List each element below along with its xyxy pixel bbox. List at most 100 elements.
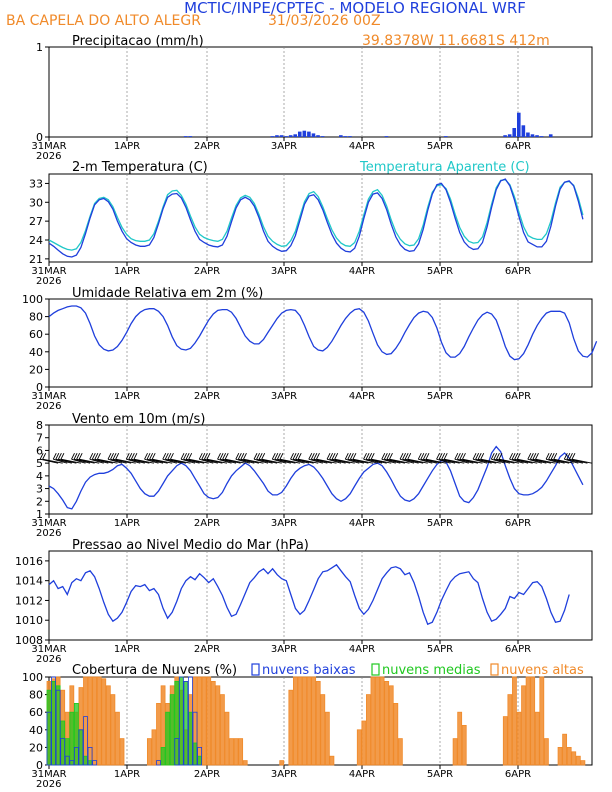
wind-barb <box>274 458 291 464</box>
cloud-bar <box>174 681 180 766</box>
x-tick-label: 2APR <box>194 769 220 780</box>
wind-barb <box>527 458 542 464</box>
x-tick-label: 2APR <box>194 644 220 655</box>
wind-barb <box>256 452 260 460</box>
cloud-bar <box>315 681 321 766</box>
wind-barb <box>509 452 513 460</box>
wind-barb <box>527 452 532 460</box>
cloud-bar <box>361 720 367 766</box>
wind-barb <box>308 452 313 460</box>
panel-title-clouds: Cobertura de Nuvens (%) <box>72 663 237 678</box>
wind-barb <box>237 452 242 460</box>
wind-barb <box>167 458 186 464</box>
cloud-bar <box>201 676 207 766</box>
cloud-bar <box>219 694 225 766</box>
x-year-label: 2026 <box>36 276 61 287</box>
cloud-bar <box>562 733 568 766</box>
series-line <box>48 179 584 251</box>
cloud-bar <box>46 689 52 766</box>
wind-barb <box>279 458 301 464</box>
wind-barb <box>152 458 173 464</box>
cloud-bar <box>302 676 307 766</box>
series-line <box>48 563 570 626</box>
cloud-bar <box>324 711 330 766</box>
wind-barb <box>76 458 95 464</box>
x-year-label: 2026 <box>36 779 61 790</box>
wind-barb <box>425 452 430 460</box>
wind-barb <box>383 452 388 460</box>
wind-barb <box>261 458 282 464</box>
x-tick-label: 6APR <box>505 266 531 277</box>
cloud-bar <box>192 711 198 766</box>
series-line <box>48 305 598 361</box>
wind-barb <box>420 452 425 460</box>
wind-barb <box>313 458 333 464</box>
wind-barb <box>151 452 156 460</box>
wind-barb <box>133 458 155 464</box>
wind-barb <box>126 458 141 464</box>
wind-barb <box>386 452 391 460</box>
wind-barb <box>243 452 247 460</box>
header-coords: 39.8378W 11.6681S 412m <box>362 33 550 49</box>
wind-barb <box>73 458 91 464</box>
wind-barb <box>217 458 232 464</box>
wind-barb <box>545 452 550 460</box>
y-tick-label: 80 <box>29 311 43 324</box>
precip-bar <box>443 136 448 137</box>
wind-barb <box>571 452 576 460</box>
wind-barb <box>219 452 224 460</box>
wind-barb <box>381 458 396 464</box>
cloud-bar <box>525 676 531 766</box>
wind-barb <box>107 452 112 460</box>
cloud-bar <box>534 711 540 766</box>
wind-barb <box>509 458 524 464</box>
panel-title-temperature: 2-m Temperatura (C) <box>72 160 208 175</box>
wind-barb <box>457 458 474 464</box>
x-year-label: 2026 <box>36 654 61 665</box>
wind-barb <box>511 452 516 460</box>
cloud-bar <box>197 747 202 766</box>
wind-barb <box>405 458 424 464</box>
wind-barb <box>566 458 583 464</box>
wind-barb <box>308 458 323 464</box>
wind-barb <box>219 458 237 464</box>
x-tick-label: 3APR <box>271 518 297 529</box>
wind-barb <box>243 458 264 464</box>
wind-barb <box>162 458 177 464</box>
x-tick-label: 31MAR <box>31 769 66 780</box>
wind-barb <box>436 452 440 460</box>
wind-barb <box>384 458 401 464</box>
cloud-bar <box>115 711 120 766</box>
precip-bar <box>275 135 279 137</box>
wind-barb <box>386 458 406 464</box>
wind-barb <box>290 452 294 460</box>
precip-bar <box>339 135 343 137</box>
wind-barb <box>551 458 570 464</box>
wind-barb <box>548 458 565 464</box>
wind-barb <box>298 458 319 464</box>
wind-barb <box>569 452 573 460</box>
wind-barb <box>198 452 203 460</box>
precip-bar <box>384 136 389 137</box>
wind-barb <box>350 458 369 464</box>
cloud-bar <box>146 738 152 766</box>
wind-barb <box>57 452 62 460</box>
precip-bar <box>293 134 298 137</box>
wind-barb <box>89 458 104 464</box>
cloud-bar <box>69 760 75 766</box>
y-tick-label: 30 <box>29 196 43 209</box>
cloud-bar <box>502 716 508 766</box>
wind-barb <box>92 458 109 464</box>
cloud-bar <box>83 755 88 766</box>
wind-barb <box>441 458 460 464</box>
wind-barb <box>240 458 259 464</box>
wind-barb <box>563 452 568 460</box>
cloud-bar <box>188 711 193 766</box>
wind-barb <box>235 458 250 464</box>
x-tick-label: 3APR <box>271 141 297 152</box>
wind-barb <box>130 452 135 460</box>
wind-barb <box>206 452 211 460</box>
y-tick-label: 60 <box>29 706 43 719</box>
wind-barb <box>94 458 113 464</box>
